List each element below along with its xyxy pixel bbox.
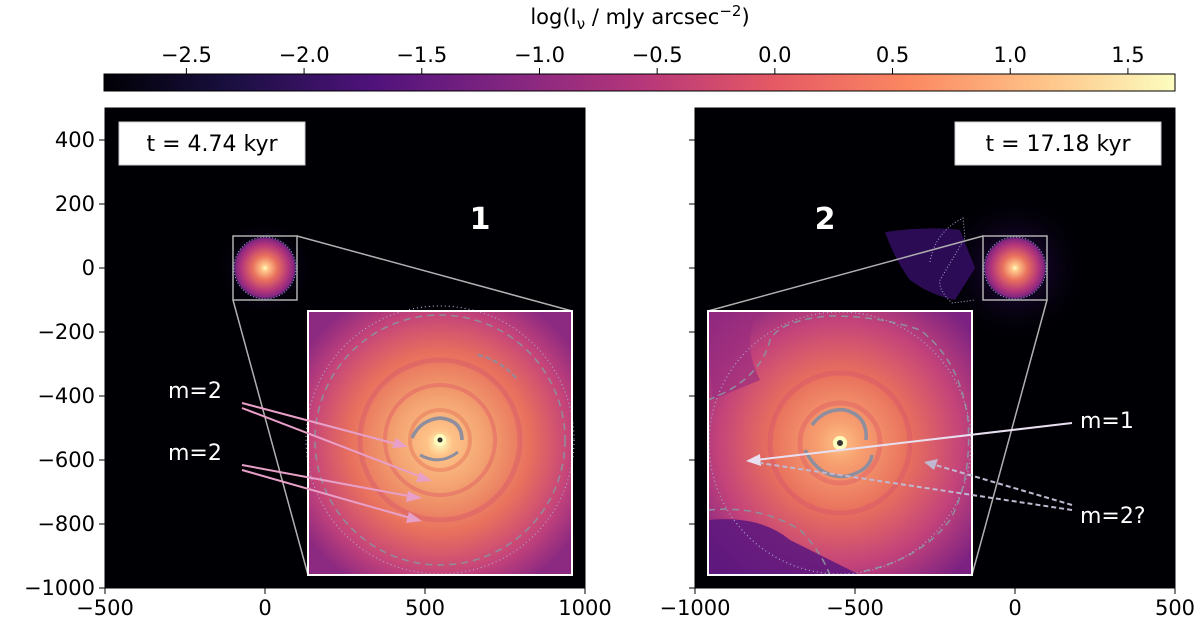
panel-1-annotation-m2-a: m=2 — [168, 379, 222, 404]
panel-2-axes: −1000 −500 0 500 — [659, 139, 1195, 620]
colorbar-tick-label: 1.0 — [994, 43, 1027, 67]
colorbar-tick-label: −1.5 — [396, 43, 447, 67]
panel-1-axes: −500 0 500 1000 400 200 0 −200 −400 −600 −800 −1000 — [24, 128, 612, 620]
y-tick-label: −400 — [37, 384, 95, 408]
y-tick-label: 0 — [82, 256, 95, 280]
panel-2-disk — [984, 237, 1046, 299]
panel-2-inset-ring-2 — [767, 370, 913, 516]
y-tick-label: −1000 — [24, 576, 95, 600]
y-tick-label: −200 — [37, 320, 95, 344]
panel-2-arrowhead-3 — [924, 459, 938, 470]
panel-1-arrowhead-3 — [406, 491, 422, 502]
panel-1-inset-sink — [437, 437, 443, 443]
panel-1-inset-contour-outer — [314, 314, 566, 566]
panel-2-disk-contour — [983, 236, 1047, 300]
panel-2-annotations: m=1 m=2? — [746, 409, 1146, 529]
colorbar-tick-label: −1.0 — [514, 43, 565, 67]
panel-1-arrow-1 — [241, 402, 401, 446]
panel-1-time-label: t = 4.74 kyr — [146, 132, 278, 157]
panel-1-time-box — [118, 121, 306, 166]
panel-1-arrowhead-4 — [406, 512, 422, 523]
colorbar-tick-label: 0.0 — [758, 43, 791, 67]
y-tick-label: 400 — [55, 128, 95, 152]
panel-2-inset-tail — [708, 311, 760, 400]
panel-1-inset-clump-contour — [477, 354, 517, 379]
panel-2-inset-sink — [837, 440, 843, 446]
panel-2-inset — [707, 310, 973, 576]
x-tick-label: 0 — [1008, 596, 1021, 620]
panel-1-frame — [104, 107, 586, 589]
panel-1-arrow-4 — [241, 469, 415, 520]
colorbar-title: log(Iν / mJy arcsec−2) — [530, 2, 749, 33]
panel-1: m=2 m=2 t = 4.74 kyr 1 −500 0 500 1000 400 20… — [24, 107, 612, 620]
panel-1-inset-ring-3 — [357, 357, 523, 523]
panel-1-zoom-box — [232, 235, 298, 301]
panel-2-inset-contour-lower — [707, 508, 831, 576]
panel-2-zoom-box — [982, 235, 1048, 301]
panel-2-number: 2 — [815, 202, 836, 237]
x-tick-label: 500 — [1155, 596, 1195, 620]
y-tick-label: 200 — [55, 192, 95, 216]
panel-1-arrow-3 — [241, 464, 415, 498]
panel-2-inset-frame — [707, 310, 973, 576]
panel-2-frame — [694, 107, 1176, 589]
panel-1-inset-contour-dotted — [305, 305, 575, 575]
x-tick-label: 0 — [258, 596, 271, 620]
colorbar-tick-label: −2.0 — [279, 43, 330, 67]
colorbar-ticks: −2.5 −2.0 −1.5 −1.0 −0.5 0.0 0.5 1.0 1.5 — [161, 43, 1145, 74]
y-tick-label: −800 — [37, 512, 95, 536]
panel-1-annotation-m2-b: m=2 — [168, 441, 222, 466]
panel-1-annotations: m=2 m=2 — [168, 379, 432, 523]
panel-1-zoom-line-bottom — [232, 299, 309, 576]
panel-2-inset-dark-region — [708, 519, 860, 575]
panel-1-arrowhead-2 — [416, 472, 432, 482]
panel-2-time-label: t = 17.18 kyr — [985, 132, 1131, 157]
panel-1-disk-contour — [233, 236, 297, 300]
x-tick-label: −1000 — [659, 596, 730, 620]
panel-1-zoom-line-top — [296, 235, 573, 312]
panel-2-arrow-2 — [759, 462, 1073, 511]
x-tick-label: −500 — [76, 596, 134, 620]
panel-2-zoom-line-top — [707, 235, 984, 312]
panel-1-inset-spiral-contour-2 — [419, 450, 459, 462]
panel-2: m=1 m=2? t = 17.18 kyr 2 −1000 −500 0 500 — [659, 107, 1195, 620]
panel-2-inset-contour-outer — [707, 315, 970, 573]
panel-1-disk — [234, 237, 296, 299]
colorbar-tick-label: 1.5 — [1111, 43, 1144, 67]
panel-2-time-box — [954, 121, 1162, 166]
colorbar-tick-label: −2.5 — [161, 43, 212, 67]
panel-2-annotation-m1: m=1 — [1080, 409, 1134, 434]
x-tick-label: −500 — [826, 596, 884, 620]
panel-2-zoom-line-bottom — [971, 299, 1048, 576]
panel-1-arrowhead-1 — [392, 438, 408, 448]
colorbar: log(Iν / mJy arcsec−2) −2.5 −2.0 −1.5 −1.0−… — [103, 2, 1176, 92]
panel-2-arrowhead-1 — [746, 454, 761, 466]
panel-1-inset — [305, 305, 575, 576]
panel-1-inset-ring-1 — [408, 408, 472, 472]
panel-2-inset-ring-1 — [797, 400, 883, 486]
panel-1-number: 1 — [470, 202, 491, 237]
panel-1-inset-spiral-contour — [410, 416, 464, 441]
x-tick-label: 500 — [405, 596, 445, 620]
panel-2-arrow-1 — [755, 422, 1073, 461]
panel-2-annotation-m2q: m=2? — [1080, 504, 1146, 529]
y-tick-label: −600 — [37, 448, 95, 472]
colorbar-tick-label: 0.5 — [876, 43, 909, 67]
panel-1-arrow-2 — [241, 407, 425, 479]
panel-2-tail — [885, 228, 975, 300]
x-tick-label: 1000 — [558, 596, 611, 620]
colorbar-tick-label: −0.5 — [632, 43, 683, 67]
panel-2-arrow-3 — [931, 463, 1073, 506]
colorbar-bar — [103, 73, 1176, 92]
panel-1-inset-frame — [307, 310, 573, 576]
